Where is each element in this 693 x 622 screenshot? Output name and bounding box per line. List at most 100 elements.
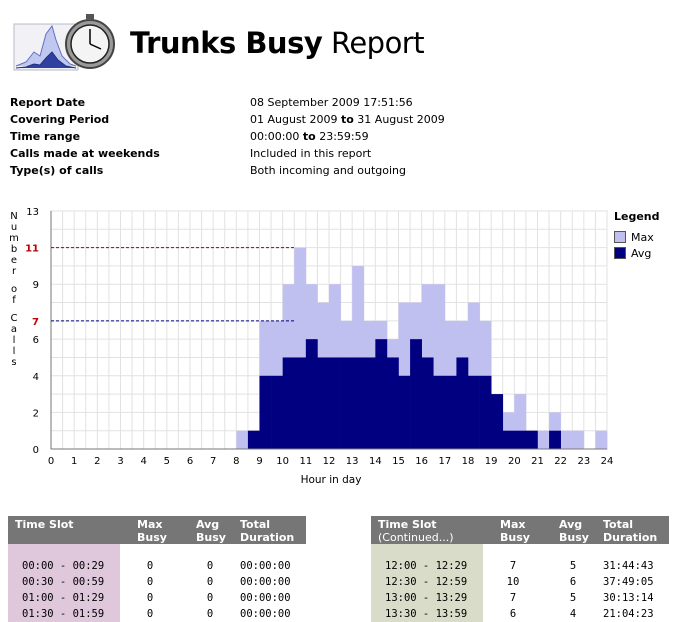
- info-value: 08 September 2009 17:51:56: [250, 96, 413, 109]
- x-tick-label: 20: [508, 456, 521, 467]
- x-tick-label: 15: [392, 456, 405, 467]
- series-avg-bar: [386, 357, 399, 449]
- cell-avg-busy: 0: [206, 560, 214, 572]
- cell-avg-busy: 4: [569, 608, 577, 620]
- legend-swatch-avg: [614, 247, 626, 259]
- legend-item-max: Max: [614, 229, 660, 245]
- cell-total-duration: 30:13:14: [603, 592, 654, 604]
- header-avg-busy: Avg Busy: [559, 518, 589, 544]
- series-avg-bar: [282, 357, 295, 449]
- series-max-bar: [595, 430, 608, 449]
- table-header: Time Slot Max Busy Avg Busy Total Duration: [8, 516, 306, 544]
- table-row: 01:00 - 01:29 0 0 00:00:00: [8, 590, 306, 606]
- table-row: 12:30 - 12:59 10 6 37:49:05: [371, 574, 669, 590]
- time-slot-shade: [8, 544, 120, 622]
- y-axis-label-letter: u: [11, 222, 17, 233]
- series-avg-bar: [456, 357, 469, 449]
- y-tick-label: 0: [33, 445, 39, 456]
- x-tick-label: 5: [164, 456, 170, 467]
- series-avg-bar: [468, 375, 480, 449]
- cell-max-busy: 6: [509, 608, 517, 620]
- cell-time-slot: 12:00 - 12:29: [385, 560, 468, 572]
- info-value: Both incoming and outgoing: [250, 164, 407, 177]
- series-avg-bar: [398, 375, 411, 449]
- cell-time-slot: 01:30 - 01:59: [22, 608, 105, 620]
- cell-total-duration: 00:00:00: [240, 608, 291, 620]
- trunks-busy-chart: 0 2 4 6 7 9 11 13 0 1 2 3 4 5 6 7 8 9 10 11 12 13 14 15 16 17 18 19…: [0, 198, 693, 498]
- x-tick-label: 14: [369, 456, 382, 467]
- info-row-weekends: Calls made at weekends Included in this …: [10, 147, 530, 164]
- y-tick-label: 7: [32, 317, 39, 328]
- x-axis-label: Hour in day: [301, 474, 362, 486]
- cell-max-busy: 0: [146, 592, 154, 604]
- cell-max-busy: 0: [146, 560, 154, 572]
- cell-total-duration: 00:00:00: [240, 560, 291, 572]
- series-avg-bar: [375, 339, 388, 449]
- x-tick-label: 19: [485, 456, 498, 467]
- cell-max-busy: 7: [509, 560, 517, 572]
- y-axis-label-letter: f: [12, 295, 16, 306]
- cell-avg-busy: 5: [569, 592, 577, 604]
- info-row-covering-period: Covering Period 01 August 2009 to 31 Aug…: [10, 113, 530, 130]
- header-time-slot: Time Slot (Continued...): [378, 518, 454, 544]
- title-normal: Report: [322, 26, 425, 60]
- table-header: Time Slot (Continued...) Max Busy Avg Busy …: [371, 516, 669, 544]
- y-axis-label-letter: l: [13, 335, 16, 346]
- cell-total-duration: 21:04:23: [603, 608, 654, 620]
- info-label: Type(s) of calls: [10, 164, 104, 177]
- y-axis-label-letter: r: [12, 266, 17, 277]
- legend-label: Max: [631, 230, 654, 244]
- cell-time-slot: 13:00 - 13:29: [385, 592, 468, 604]
- x-tick-label: 10: [276, 456, 289, 467]
- series-max-bar: [572, 430, 585, 449]
- series-avg-bar: [317, 357, 330, 449]
- x-tick-label: 23: [577, 456, 590, 467]
- y-axis-label-letter: a: [11, 324, 17, 335]
- series-avg-bar: [479, 375, 492, 449]
- y-axis-label-letter: o: [11, 284, 17, 295]
- y-tick-label: 9: [33, 280, 39, 291]
- time-slot-shade: [371, 544, 483, 622]
- y-axis-label-letter: N: [10, 211, 17, 222]
- table-row: 12:00 - 12:29 7 5 31:44:43: [371, 558, 669, 574]
- cell-avg-busy: 0: [206, 608, 214, 620]
- y-axis-label-letter: s: [11, 357, 16, 368]
- series-max-bar: [236, 430, 249, 449]
- series-avg-bar: [433, 375, 446, 449]
- series-max-bar: [514, 394, 527, 449]
- info-value: 01 August 2009 to 31 August 2009: [250, 113, 445, 126]
- cell-time-slot: 01:00 - 01:29: [22, 592, 105, 604]
- series-avg-bar: [340, 357, 353, 449]
- series-avg-bar: [329, 357, 341, 449]
- cell-total-duration: 00:00:00: [240, 592, 291, 604]
- series-max-bar: [560, 430, 573, 449]
- cell-max-busy: 10: [506, 576, 520, 588]
- info-row-time-range: Time range 00:00:00 to 23:59:59: [10, 130, 530, 147]
- x-tick-label: 16: [415, 456, 428, 467]
- series-avg-bar: [363, 357, 376, 449]
- title-bold: Trunks Busy: [130, 26, 323, 60]
- series-avg-bar: [444, 375, 457, 449]
- info-row-call-types: Type(s) of calls Both incoming and outgo…: [10, 164, 530, 181]
- series-avg-bar: [421, 357, 434, 449]
- time-slot-table-right: Time Slot (Continued...) Max Busy Avg Busy …: [371, 516, 669, 622]
- x-tick-label: 11: [299, 456, 312, 467]
- y-tick-label: 13: [26, 207, 39, 218]
- info-label: Time range: [10, 130, 81, 143]
- info-value: 00:00:00 to 23:59:59: [250, 130, 369, 143]
- y-tick-label: 11: [25, 244, 39, 255]
- y-tick-label: 2: [33, 408, 39, 419]
- header-time-slot: Time Slot: [15, 518, 74, 531]
- series-avg-bar: [514, 430, 527, 449]
- cell-total-duration: 37:49:05: [603, 576, 654, 588]
- series-max-bar: [294, 247, 307, 449]
- x-tick-label: 12: [323, 456, 336, 467]
- x-tick-label: 21: [531, 456, 544, 467]
- series-avg-bar: [502, 430, 515, 449]
- series-avg-bar: [259, 375, 272, 449]
- info-label: Report Date: [10, 96, 86, 109]
- page-title: Trunks Busy Report: [130, 26, 425, 60]
- series-avg-bar: [247, 430, 260, 449]
- y-axis-label-letter: C: [11, 313, 18, 324]
- series-avg-bar: [549, 430, 561, 449]
